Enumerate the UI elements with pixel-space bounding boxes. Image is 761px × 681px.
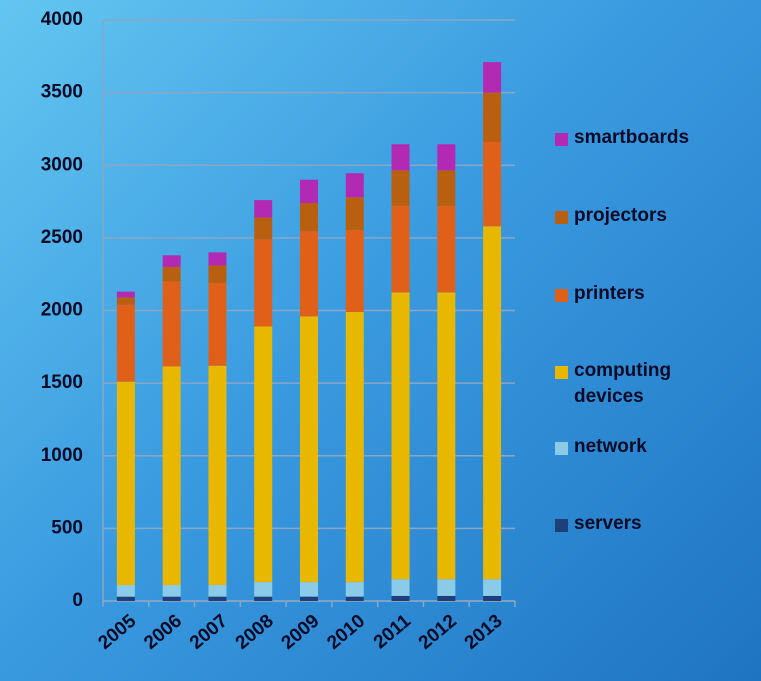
bar-segment	[208, 252, 227, 266]
legend-swatch	[555, 442, 568, 455]
y-tick-label: 2000	[41, 300, 83, 321]
legend-swatch	[555, 366, 568, 379]
bar-segment	[300, 316, 318, 583]
bar-segment	[208, 282, 227, 366]
bar-segment	[162, 255, 181, 267]
bar-segment	[162, 596, 181, 601]
bar-segment	[254, 200, 273, 218]
bar-segment	[208, 365, 227, 586]
legend-label: smartboards	[574, 127, 690, 148]
bar-segment	[116, 596, 135, 601]
bar-segment	[254, 326, 273, 583]
bar-segment	[345, 229, 364, 312]
bar-segment	[345, 311, 364, 583]
x-tick-label: 2010	[323, 611, 369, 654]
bar-segment	[345, 173, 364, 198]
y-tick-label: 1500	[41, 372, 83, 393]
bar-segment	[162, 585, 181, 597]
bar-segment	[483, 62, 502, 93]
bar-segment	[208, 265, 227, 283]
bar-segment	[116, 291, 135, 298]
bar-segment	[345, 197, 364, 230]
x-tick-label: 2012	[415, 611, 461, 654]
bar-segment	[254, 217, 273, 240]
legend-item: printers	[555, 283, 719, 307]
bar-segment	[437, 170, 456, 206]
legend-label: computing devices	[574, 360, 672, 407]
bar-segment	[391, 205, 410, 293]
bar-segment	[483, 92, 502, 143]
bar-segment	[345, 582, 364, 597]
bar-segment	[391, 595, 410, 601]
bar-segment	[483, 595, 502, 601]
legend-label: projectors	[574, 205, 667, 226]
y-tick-label: 4000	[41, 9, 83, 30]
x-tick-label: 2013	[461, 611, 507, 654]
bar-segment	[437, 579, 456, 596]
x-tick-label: 2011	[370, 610, 415, 653]
bar-segment	[391, 170, 410, 206]
bar-segment	[300, 582, 318, 597]
bar-segment	[391, 292, 410, 580]
bar-segment	[300, 203, 318, 232]
y-tick-label: 0	[72, 590, 83, 611]
x-tick-label: 2007	[186, 611, 232, 654]
legend-item: projectors	[555, 205, 719, 229]
bar-segment	[254, 582, 273, 597]
bar-segment	[162, 366, 181, 586]
bar-segment	[116, 304, 135, 382]
bar-segment	[437, 595, 456, 601]
bar-segment	[116, 381, 135, 586]
y-tick-label: 3000	[41, 154, 83, 175]
x-tick-label: 2008	[232, 611, 278, 654]
bar-segment	[391, 144, 410, 171]
legend-item: smartboards	[555, 127, 719, 151]
x-tick-label: 2005	[94, 610, 140, 654]
legend-label: printers	[574, 283, 645, 304]
bar-segment	[391, 579, 410, 596]
legend-item: computing devices	[555, 360, 719, 410]
bar-segment	[116, 297, 135, 305]
bar-segment	[162, 266, 181, 282]
legend-item: servers	[555, 513, 719, 537]
y-tick-label: 1000	[41, 445, 83, 466]
legend-swatch	[555, 519, 568, 532]
bar-segment	[345, 596, 364, 601]
bar-segment	[483, 142, 502, 227]
bar-segment	[300, 231, 318, 317]
bar-segment	[208, 596, 227, 601]
bar-segment	[300, 179, 318, 204]
legend-swatch	[555, 211, 568, 224]
bar-segment	[254, 239, 273, 327]
bar-segment	[437, 205, 456, 293]
legend-swatch	[555, 133, 568, 146]
y-tick-label: 2500	[41, 227, 83, 248]
bar-segment	[483, 226, 502, 580]
bar-segment	[483, 579, 502, 596]
legend-label: network	[574, 436, 647, 457]
legend-item: network	[555, 436, 719, 460]
bar-segment	[208, 585, 227, 597]
y-tick-label: 3500	[41, 82, 83, 103]
legend-label: servers	[574, 513, 642, 534]
bar-segment	[116, 585, 135, 597]
bar-segment	[254, 596, 273, 601]
bar-segment	[437, 292, 456, 580]
legend-swatch	[555, 289, 568, 302]
x-tick-label: 2009	[278, 611, 324, 654]
y-tick-label: 500	[51, 517, 83, 538]
x-tick-label: 2006	[140, 611, 186, 654]
bar-segment	[300, 596, 318, 601]
bar-segment	[437, 144, 456, 171]
bar-segment	[162, 281, 181, 367]
